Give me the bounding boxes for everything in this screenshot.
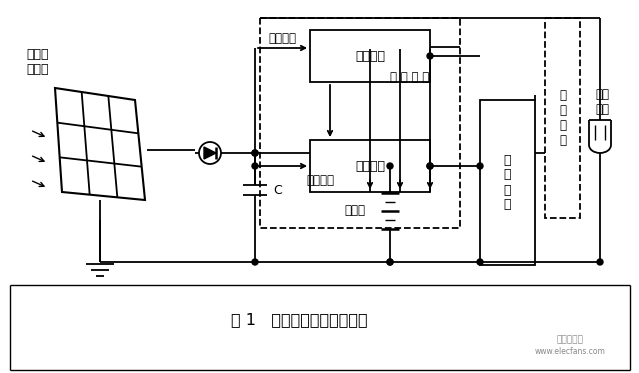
Bar	[260, 18, 460, 228]
Polygon shape	[204, 147, 216, 159]
Text: 驱 动 信 号: 驱 动 信 号	[390, 71, 429, 84]
Circle shape	[477, 259, 483, 265]
Circle shape	[597, 259, 603, 265]
Bar	[545, 18, 580, 218]
Circle shape	[252, 163, 258, 169]
Bar	[310, 140, 430, 192]
Text: 高压
钠灯: 高压 钠灯	[595, 88, 609, 116]
Text: 太阳能
电池板: 太阳能 电池板	[27, 48, 49, 76]
Circle shape	[477, 163, 483, 169]
Text: 蓄电器: 蓄电器	[344, 204, 365, 217]
Circle shape	[252, 259, 258, 265]
Polygon shape	[55, 88, 145, 200]
Text: 图 1   太阳能照明系统原理图: 图 1 太阳能照明系统原理图	[231, 313, 368, 327]
Text: 放
电
控
制: 放 电 控 制	[504, 154, 511, 211]
Circle shape	[427, 163, 433, 169]
Circle shape	[427, 163, 433, 169]
Circle shape	[387, 259, 393, 265]
Text: www.elecfans.com: www.elecfans.com	[535, 348, 605, 357]
Text: 电子发烧友: 电子发烧友	[557, 335, 583, 345]
Circle shape	[427, 53, 433, 59]
Text: 状态控制: 状态控制	[355, 50, 385, 63]
Circle shape	[252, 150, 258, 156]
Text: 充电控制: 充电控制	[355, 160, 385, 172]
Circle shape	[387, 259, 393, 265]
Text: 采样信号: 采样信号	[268, 32, 296, 46]
Circle shape	[252, 150, 258, 156]
Text: C: C	[273, 184, 282, 197]
Circle shape	[387, 163, 393, 169]
Bar	[310, 30, 430, 82]
Bar	[480, 100, 535, 265]
Text: 能
量
管
理: 能 量 管 理	[559, 89, 566, 147]
Text: 采样信号: 采样信号	[306, 175, 334, 188]
